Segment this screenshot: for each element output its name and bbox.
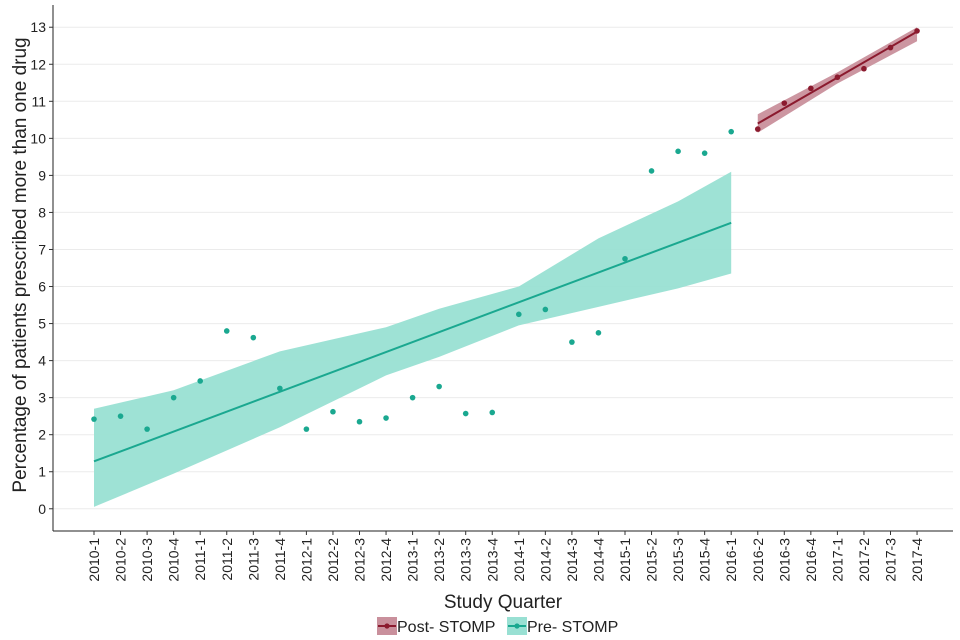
x-tick-label: 2010-3 xyxy=(139,538,155,582)
point-pre-stomp-2010-3 xyxy=(144,426,150,432)
x-tick-label: 2012-1 xyxy=(298,538,314,582)
x-tick-label: 2014-3 xyxy=(564,538,580,582)
y-tick-label: 2 xyxy=(38,427,46,443)
point-post-stomp-2016-4 xyxy=(808,85,814,92)
x-tick-label: 2010-1 xyxy=(86,538,102,582)
x-tick-label: 2013-4 xyxy=(484,538,500,582)
legend: Post- STOMP Pre- STOMP xyxy=(377,617,618,636)
point-pre-stomp-2015-1 xyxy=(622,255,628,262)
legend-point-post-stomp xyxy=(384,623,390,629)
x-tick-label: 2013-2 xyxy=(431,538,447,582)
y-tick-label: 10 xyxy=(30,130,46,146)
point-pre-stomp-2010-4 xyxy=(170,394,177,401)
x-tick-label: 2010-4 xyxy=(166,538,182,582)
data-points xyxy=(91,28,920,432)
x-tick-label: 2015-2 xyxy=(644,538,660,582)
fit-line-pre-stomp xyxy=(93,221,732,463)
x-tick-label: 2016-4 xyxy=(803,538,819,582)
x-tick-label: 2011-4 xyxy=(272,538,288,581)
point-pre-stomp-2014-3 xyxy=(569,339,575,345)
point-pre-stomp-2015-2 xyxy=(648,168,655,174)
x-tick-label: 2015-4 xyxy=(697,538,713,582)
y-tick-label: 3 xyxy=(38,390,46,406)
point-post-stomp-2017-3 xyxy=(887,44,894,51)
point-pre-stomp-2013-2 xyxy=(436,383,442,390)
y-tick-label: 11 xyxy=(31,93,46,109)
y-tick-label: 8 xyxy=(38,204,46,220)
axes xyxy=(52,5,953,532)
point-pre-stomp-2011-2 xyxy=(223,328,230,334)
point-pre-stomp-2011-4 xyxy=(277,385,283,392)
point-pre-stomp-2016-1 xyxy=(728,128,734,135)
point-pre-stomp-2012-3 xyxy=(356,418,363,425)
x-tick-label: 2017-4 xyxy=(909,538,925,582)
x-tick-labels: 2010-1 2010-2 2010-3 2010-4 2011-1 2011-2 2011… xyxy=(86,531,925,582)
point-post-stomp-2017-1 xyxy=(834,74,841,81)
x-tick-label: 2014-4 xyxy=(590,538,606,582)
point-pre-stomp-2014-1 xyxy=(516,311,522,318)
x-tick-label: 2015-1 xyxy=(617,538,633,582)
point-post-stomp-2016-3 xyxy=(781,100,788,106)
point-post-stomp-2016-2 xyxy=(754,126,761,132)
x-tick-label: 2013-3 xyxy=(458,538,474,582)
x-tick-label: 2015-3 xyxy=(670,538,686,582)
y-tick-label: 0 xyxy=(38,501,46,517)
legend-label-post-stomp: Post- STOMP xyxy=(397,619,495,636)
x-tick-label: 2016-2 xyxy=(750,538,766,582)
point-pre-stomp-2013-4 xyxy=(489,409,496,416)
legend-label-pre-stomp: Pre- STOMP xyxy=(527,619,618,636)
y-tick-label: 12 xyxy=(30,56,46,72)
x-tick-label: 2012-2 xyxy=(325,538,341,582)
x-tick-label: 2011-2 xyxy=(219,538,235,581)
y-tick-label: 9 xyxy=(38,167,46,183)
point-pre-stomp-2014-4 xyxy=(595,330,602,336)
point-post-stomp-2017-4 xyxy=(914,28,920,34)
x-tick-label: 2010-2 xyxy=(113,538,129,582)
point-pre-stomp-2011-1 xyxy=(197,378,203,384)
x-tick-label: 2012-3 xyxy=(352,538,368,582)
point-pre-stomp-2014-2 xyxy=(542,306,549,313)
legend-point-pre-stomp xyxy=(514,623,520,629)
y-tick-label: 6 xyxy=(38,279,46,295)
x-tick-label: 2017-2 xyxy=(856,538,872,582)
x-tick-label: 2011-1 xyxy=(192,538,208,581)
point-pre-stomp-2012-1 xyxy=(303,426,310,432)
x-tick-label: 2012-4 xyxy=(378,538,394,582)
point-pre-stomp-2012-2 xyxy=(330,408,336,415)
y-tick-label: 4 xyxy=(38,353,46,369)
ci-band-pre-stomp xyxy=(94,171,732,507)
point-pre-stomp-2015-3 xyxy=(675,148,681,155)
y-tick-label: 5 xyxy=(38,316,46,332)
y-tick-label: 7 xyxy=(38,241,46,257)
x-tick-label: 2017-3 xyxy=(883,538,899,582)
x-tick-label: 2014-2 xyxy=(537,538,553,582)
point-pre-stomp-2013-1 xyxy=(409,394,416,401)
point-pre-stomp-2015-4 xyxy=(701,150,708,156)
x-tick-label: 2011-3 xyxy=(245,538,261,581)
x-tick-label: 2016-1 xyxy=(723,538,739,582)
x-tick-label: 2016-3 xyxy=(776,538,792,582)
y-axis-title: Percentage of patients prescribed more t… xyxy=(10,37,31,492)
point-pre-stomp-2010-1 xyxy=(91,416,97,422)
point-pre-stomp-2011-3 xyxy=(250,334,257,341)
y-tick-label: 13 xyxy=(30,19,46,35)
point-pre-stomp-2010-2 xyxy=(117,413,124,419)
point-pre-stomp-2012-4 xyxy=(383,415,389,421)
y-tick-label: 1 xyxy=(38,464,46,480)
point-post-stomp-2017-2 xyxy=(861,65,867,72)
x-axis-title: Study Quarter xyxy=(444,592,563,613)
x-tick-label: 2017-1 xyxy=(829,538,845,582)
point-pre-stomp-2013-3 xyxy=(462,410,469,417)
x-tick-label: 2013-1 xyxy=(405,538,421,582)
x-tick-label: 2014-1 xyxy=(511,538,527,582)
